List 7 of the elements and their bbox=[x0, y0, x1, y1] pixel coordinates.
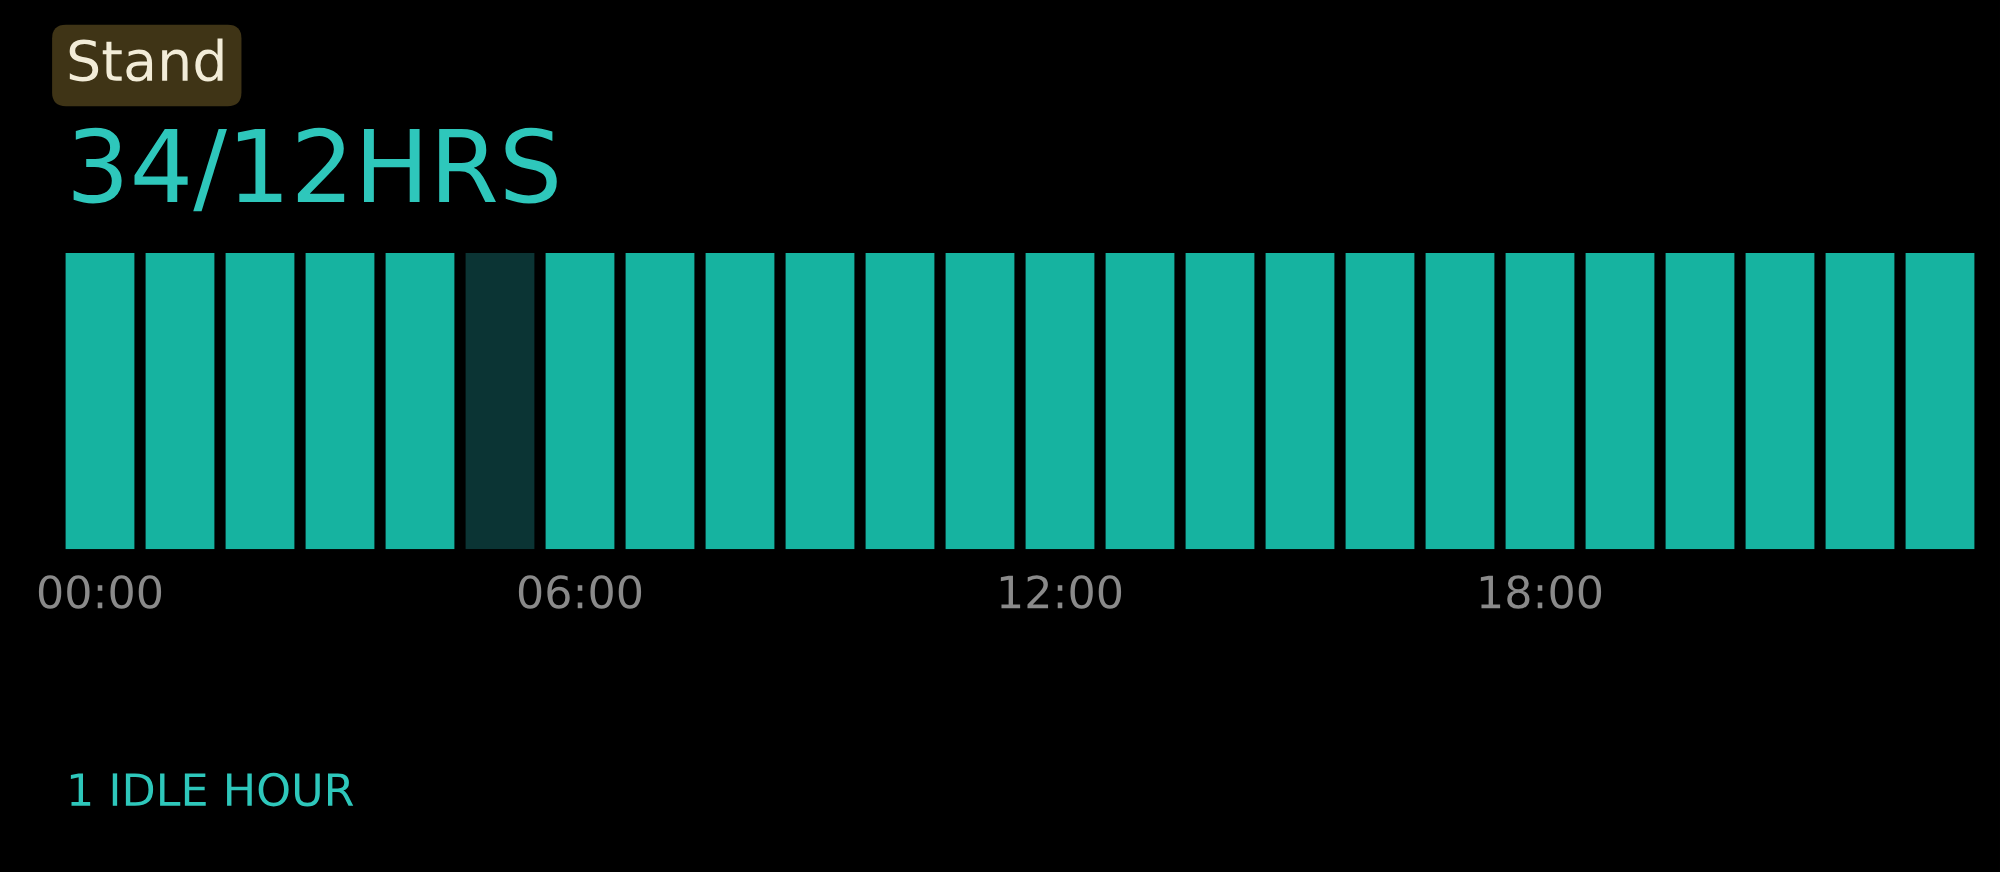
x-tick-label: 00:00 bbox=[38, 575, 162, 609]
text: 1 IDLE HOUR bbox=[70, 772, 354, 807]
x-tick-label: 18:00 bbox=[1480, 575, 1602, 609]
chart-subtitle: 34/12HRS bbox=[73, 127, 557, 212]
x-tick-label: 12:00 bbox=[1000, 575, 1122, 609]
x-tick-label: 06:00 bbox=[518, 575, 642, 609]
chart-title: Stand bbox=[69, 38, 223, 82]
